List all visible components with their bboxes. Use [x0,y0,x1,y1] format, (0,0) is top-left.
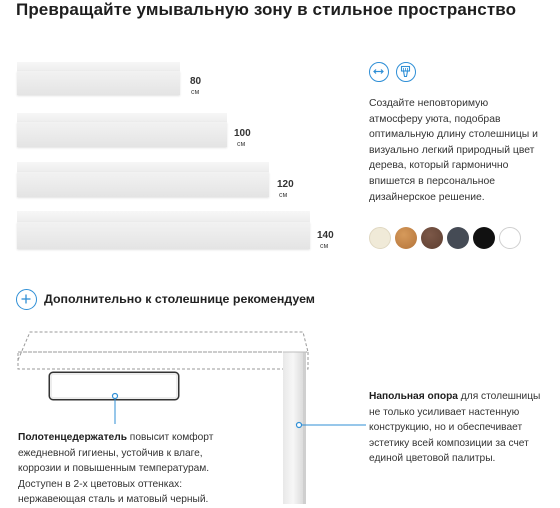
shelf-unit-100: см [237,141,246,148]
floor-support-text: Напольная опора для столешницы не только… [369,389,549,467]
swatch-ivory[interactable] [369,227,391,249]
brush-icon [396,62,416,82]
shelf-size-80: 80 [190,76,202,87]
shelf-100 [17,113,227,147]
towel-holder-name: Полотенцедержатель [18,432,127,443]
accessories-illustration [17,331,366,504]
swatch-black[interactable] [473,227,495,249]
floor-support-name: Напольная опора [369,391,458,402]
shelf-unit-120: см [279,192,288,199]
towel-holder-description: повысит комфорт ежедневной гигиены, усто… [18,432,214,505]
shelf-80 [17,62,180,95]
plus-icon [16,289,37,310]
floor-support-description: для столешницы не только усиливает насте… [369,391,541,464]
shelf-size-100: 100 [234,128,251,139]
swatch-white[interactable] [499,227,521,249]
arrows-horizontal-icon [369,62,389,82]
swatch-walnut[interactable] [421,227,443,249]
description-text: Создайте неповторимую атмосферу уюта, по… [369,98,538,203]
swatch-graphite[interactable] [447,227,469,249]
accessories-heading: Дополнительно к столешнице рекомендуем [44,292,315,306]
page-title: Превращайте умывальную зону в стильное п… [16,0,517,19]
shelf-unit-140: см [320,243,329,250]
shelf-120 [17,162,269,197]
shelf-unit-80: см [191,89,200,96]
shelf-140 [17,211,310,249]
shelf-size-120: 120 [277,179,294,190]
shelf-size-140: 140 [317,230,334,241]
swatch-oak[interactable] [395,227,417,249]
towel-holder-text: Полотенцедержатель повысит комфорт ежедн… [18,430,243,508]
